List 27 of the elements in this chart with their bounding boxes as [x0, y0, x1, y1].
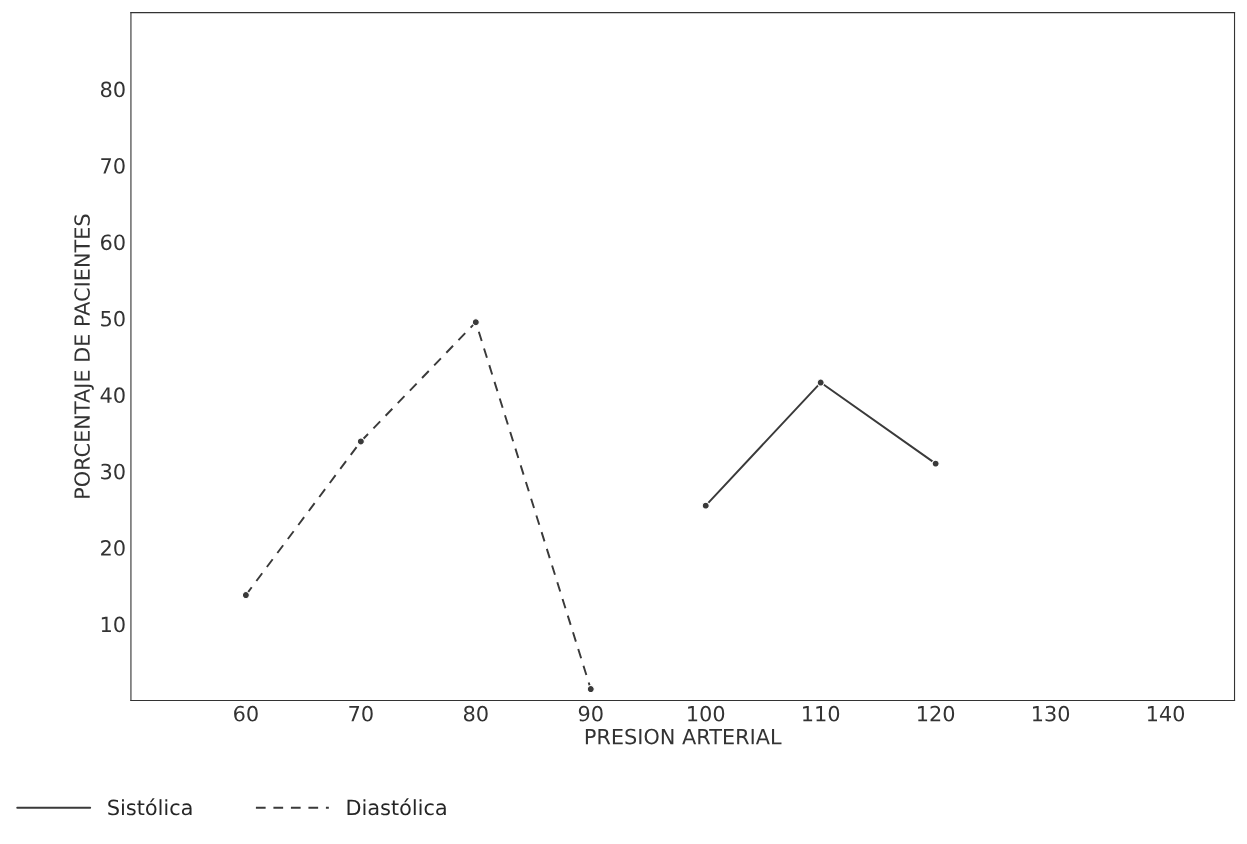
point [241, 591, 250, 600]
point [471, 318, 480, 327]
y-tick-label: 10 [101, 616, 125, 633]
y-tick-label: 30 [101, 463, 125, 480]
legend-label: Sistólica [108, 798, 192, 816]
y-tick-label: 60 [101, 234, 125, 251]
x-tick-label: 140 [1147, 705, 1185, 722]
legend-label: Diastólica [347, 798, 446, 816]
x-tick-label: 100 [688, 705, 725, 722]
y-tick-label: 80 [100, 81, 125, 98]
point [931, 459, 940, 468]
y-tick-label: 20 [101, 540, 125, 556]
y-tick-label: 50 [101, 310, 125, 327]
x-tick-label: 90 [578, 705, 603, 722]
x-tick-label: 120 [918, 705, 955, 722]
y-tick-label: 70 [101, 157, 125, 174]
x-tick-label: 70 [349, 705, 373, 722]
x-axis-title: PRESION ARTERIAL [585, 728, 782, 745]
y-axis-title: PORCENTAJE DE PACIENTES [74, 214, 94, 498]
y-tick-label: 40 [100, 387, 125, 404]
point [356, 437, 365, 446]
point [701, 501, 710, 510]
x-tick-label: 60 [234, 705, 258, 722]
x-tick-label: 130 [1033, 705, 1070, 722]
x-tick-label: 80 [463, 705, 488, 722]
x-tick-label: 110 [803, 705, 840, 722]
point [816, 378, 825, 387]
